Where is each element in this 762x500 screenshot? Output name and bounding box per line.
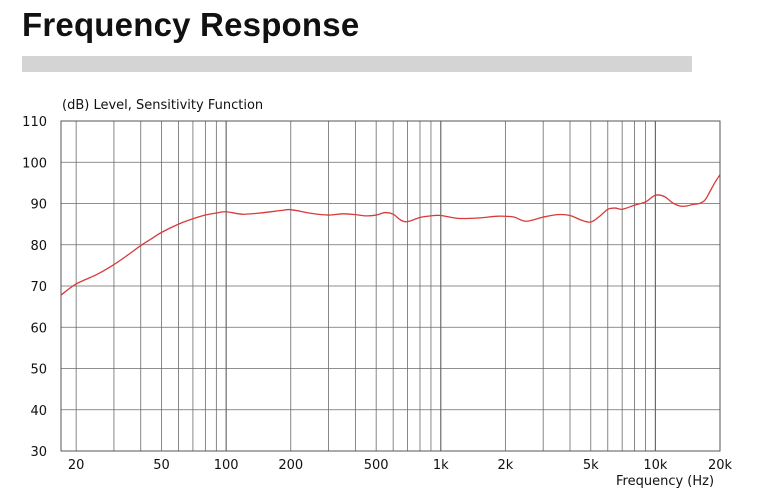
y-tick-label: 100: [22, 156, 47, 171]
x-tick-label: 20k: [708, 458, 733, 473]
x-tick-label: 10k: [643, 458, 668, 473]
y-tick-label: 30: [30, 445, 47, 460]
x-tick-label: 2k: [497, 458, 513, 473]
y-tick-label: 50: [30, 363, 47, 378]
y-tick-label: 110: [22, 115, 47, 130]
y-tick-label: 80: [30, 239, 47, 254]
y-tick-label: 90: [30, 198, 47, 213]
horizontal-grid: [61, 161, 720, 411]
series-layer: [60, 174, 721, 296]
x-axis-label: Frequency (Hz): [616, 474, 714, 489]
page-heading: Frequency Response: [22, 6, 360, 43]
y-tick-label: 60: [30, 321, 47, 336]
y-tick-label: 70: [30, 280, 47, 295]
y-tick-label: 40: [30, 404, 47, 419]
x-tick-label: 100: [214, 458, 239, 473]
x-tick-label: 1k: [433, 458, 449, 473]
x-tick-label: 500: [364, 458, 389, 473]
plot-frame: [60, 120, 721, 452]
y-axis-label: (dB) Level, Sensitivity Function: [62, 98, 263, 113]
x-tick-label: 20: [68, 458, 85, 473]
y-tick-labels: 30 40 50 60 70 80 90 100 110: [22, 115, 47, 460]
x-tick-label: 200: [278, 458, 303, 473]
x-tick-label: 5k: [583, 458, 599, 473]
series-line: [60, 174, 721, 296]
x-tick-label: 50: [153, 458, 170, 473]
x-tick-labels: 20 50 100 200 500 1k 2k 5k 10k 20k: [68, 458, 733, 473]
heading-divider-bar: [22, 56, 692, 72]
